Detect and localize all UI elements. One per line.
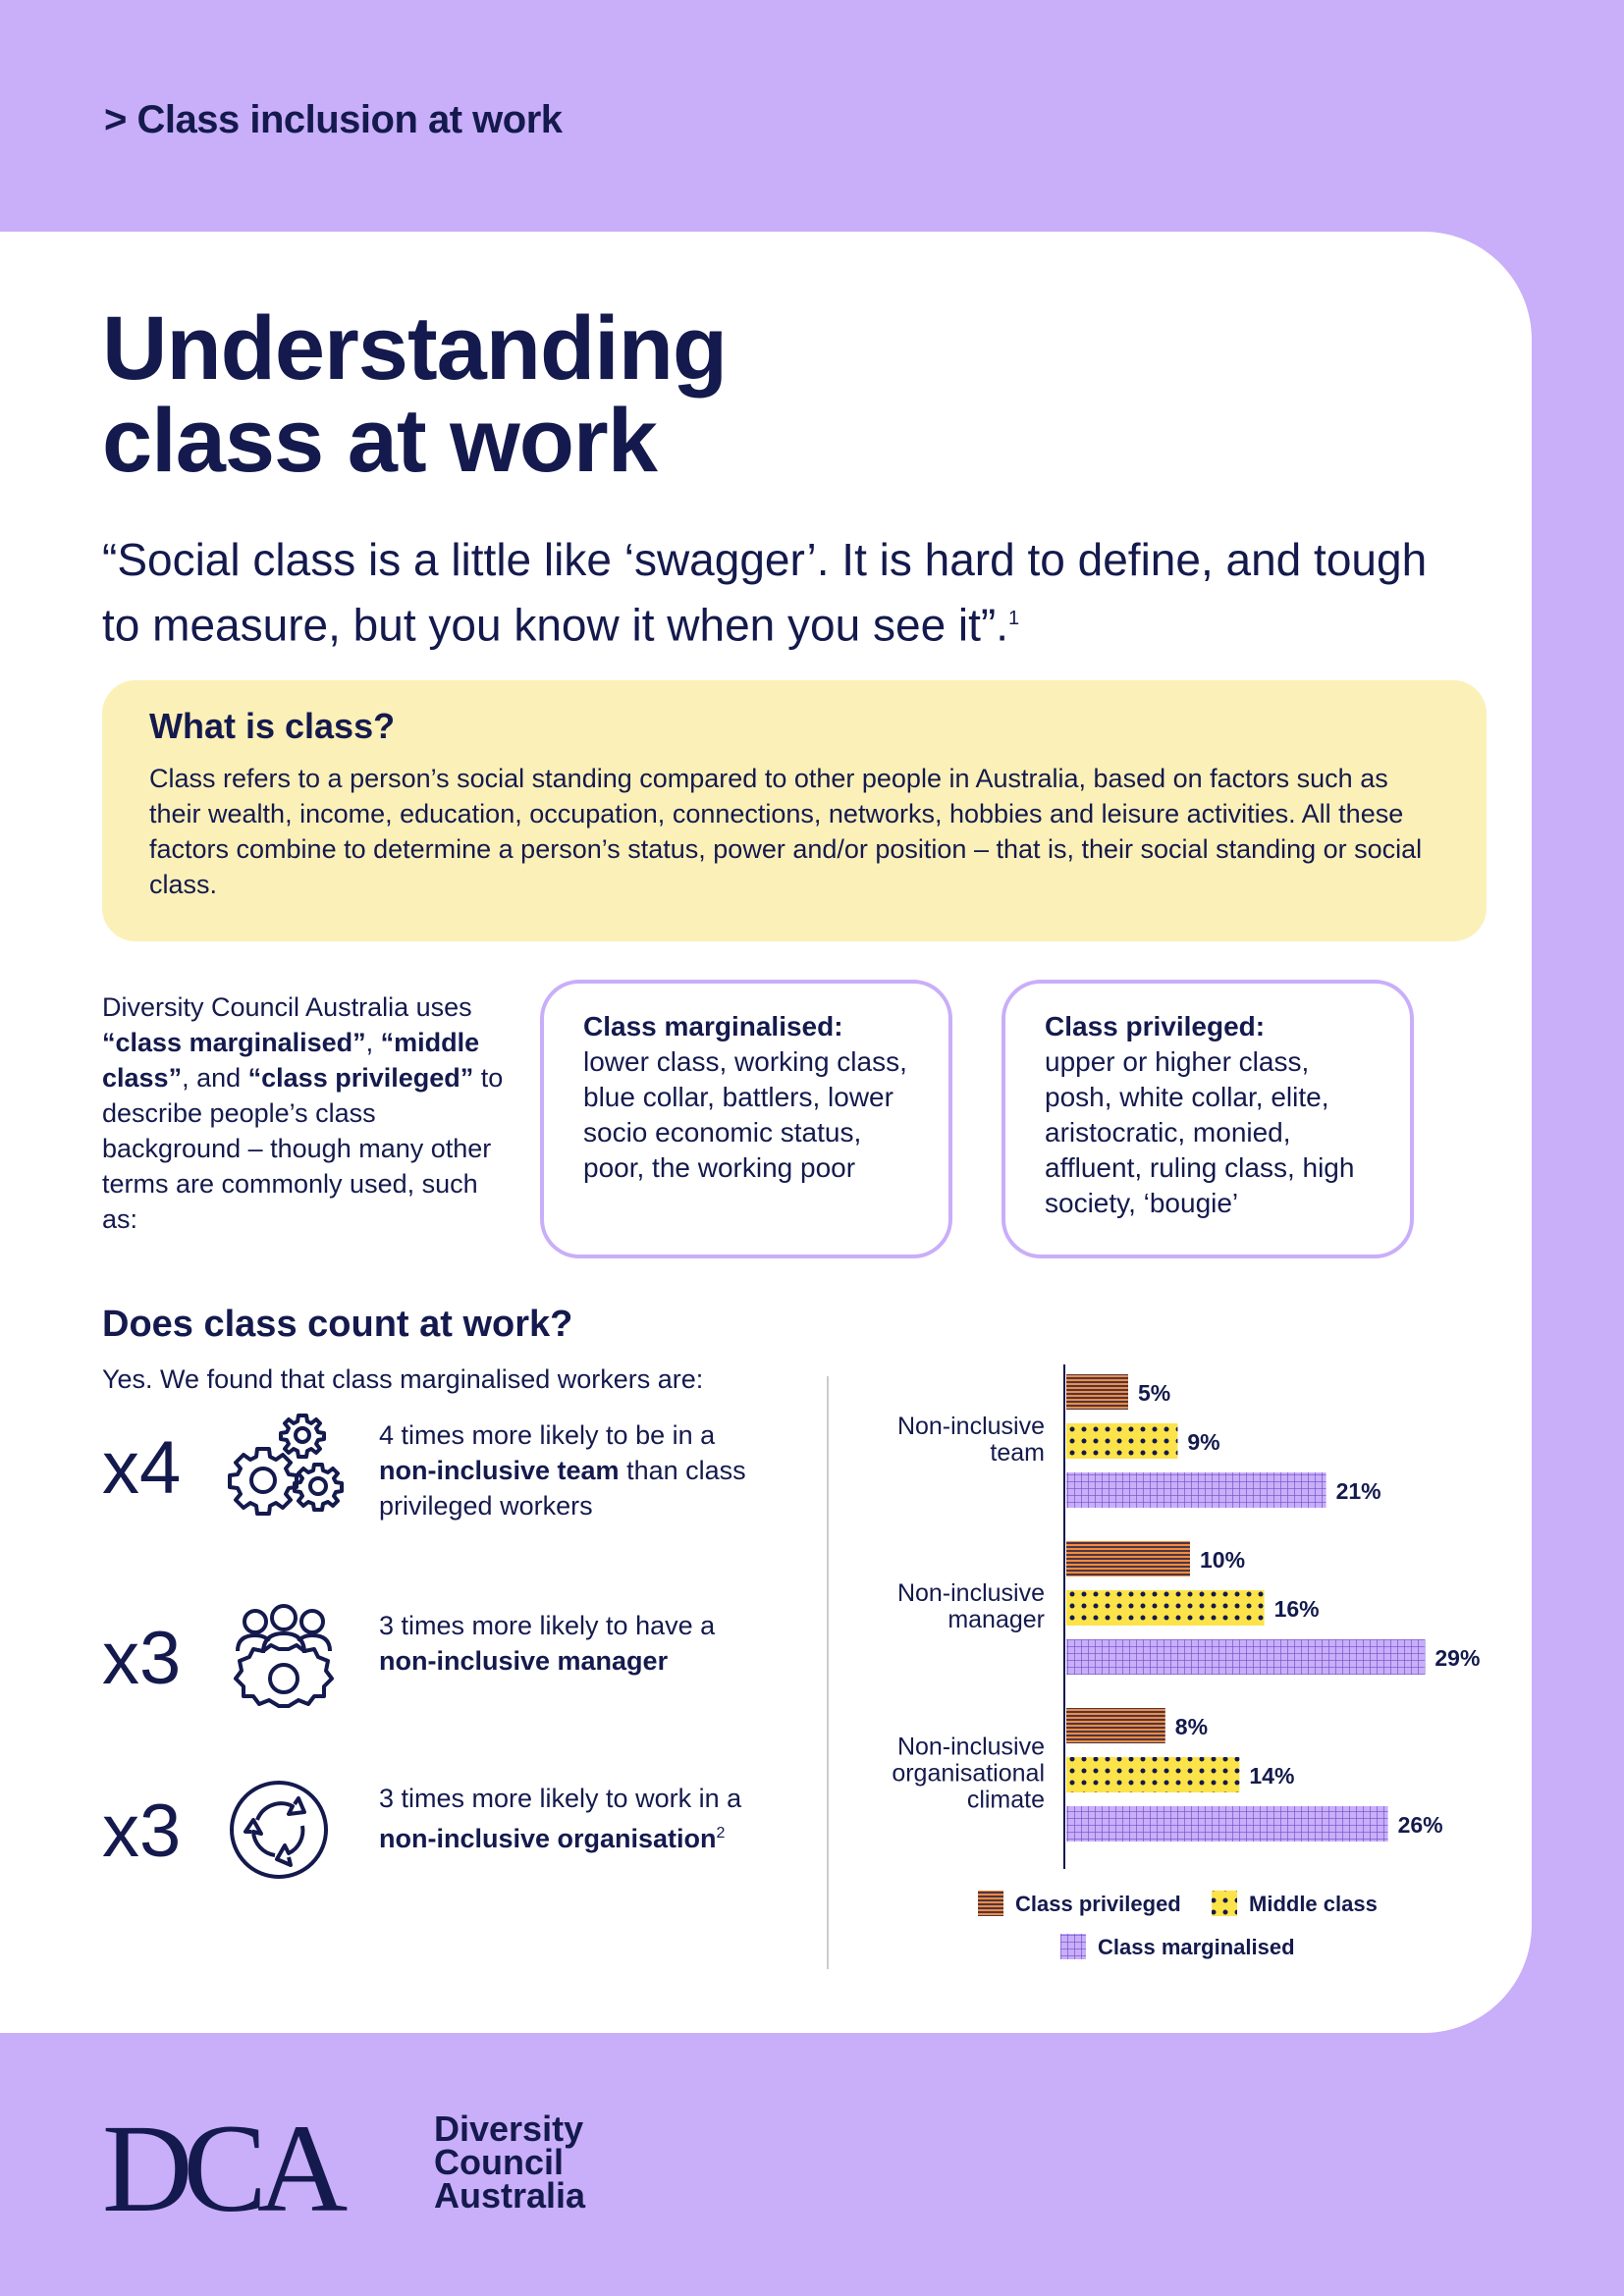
class-marginalised-box: Class marginalised: lower class, working… xyxy=(540,980,952,1258)
data-label: 29% xyxy=(1435,1645,1480,1671)
what-is-class-body: Class refers to a person’s social standi… xyxy=(149,764,1423,899)
class-privileged-box: Class privileged: upper or higher class,… xyxy=(1001,980,1414,1258)
content-card xyxy=(0,232,1532,2033)
legend-label: Class marginalised xyxy=(1098,1935,1295,1959)
stat-text-post: than class privileged workers xyxy=(379,1456,746,1521)
findings-intro: Yes. We found that class marginalised wo… xyxy=(102,1364,704,1394)
stat-text-pre: 4 times more likely to be in a xyxy=(379,1420,716,1450)
stat-multiplier: x4 xyxy=(102,1426,182,1510)
data-label: 21% xyxy=(1336,1478,1381,1504)
stat-multiplier: x3 xyxy=(102,1617,182,1700)
category-label-line: climate xyxy=(967,1787,1045,1814)
stat-text-bold: non-inclusive manager xyxy=(379,1646,669,1676)
dca-logo: DCA xyxy=(102,2112,357,2220)
data-label: 14% xyxy=(1249,1763,1294,1789)
class-inclusion-chart: Non-inclusive team 5% 9% 21% Non-inclusive man… xyxy=(854,1364,1522,1998)
class-marginalised-terms: lower class, working class, blue collar,… xyxy=(583,1046,907,1183)
data-label: 9% xyxy=(1187,1429,1219,1455)
data-label: 5% xyxy=(1138,1380,1170,1406)
what-is-class-heading: What is class? xyxy=(149,706,396,746)
category-label: Non-inclusive organisational climate xyxy=(892,1734,1045,1814)
stat-multiplier: x3 xyxy=(102,1789,182,1873)
quote-footnote: 1 xyxy=(1008,608,1020,629)
stat-description: 4 times more likely to be in a non-inclu… xyxy=(379,1417,772,1523)
legend-label: Class privileged xyxy=(1015,1892,1181,1916)
class-count-heading: Does class count at work? xyxy=(102,1304,573,1345)
org-name-line3: Australia xyxy=(434,2175,586,2216)
intro-text-3: , and xyxy=(182,1063,248,1093)
class-marginalised-heading: Class marginalised: xyxy=(583,1011,843,1041)
category-label-line: organisational xyxy=(892,1760,1045,1788)
org-name-line1: Diversity xyxy=(434,2109,584,2149)
org-name-line2: Council xyxy=(434,2142,564,2182)
bar-class-marginalised xyxy=(1066,1639,1426,1675)
data-label: 16% xyxy=(1274,1596,1320,1622)
stat-description: 3 times more likely to have a non-inclus… xyxy=(379,1608,772,1679)
bar-class-privileged xyxy=(1066,1541,1190,1576)
intro-term-privileged: “class privileged” xyxy=(247,1063,474,1093)
category-label-line: team xyxy=(990,1439,1045,1467)
stat-row-team: x4 4 times more likely to be in a non-in… xyxy=(102,1410,789,1527)
org-name: Diversity Council Australia xyxy=(434,2109,586,2216)
gears-icon xyxy=(220,1410,348,1527)
bar-middle-class xyxy=(1066,1590,1265,1626)
bar-middle-class xyxy=(1066,1423,1178,1459)
category-label-line: Non-inclusive xyxy=(897,1734,1045,1761)
stat-text-pre: 3 times more likely to have a xyxy=(379,1611,716,1640)
terms-intro-text: Diversity Council Australia uses “class … xyxy=(102,989,514,1237)
legend-swatch xyxy=(1212,1891,1237,1916)
bar-class-privileged xyxy=(1066,1708,1165,1743)
category-label-line: Non-inclusive xyxy=(897,1579,1045,1607)
stat-text-pre: 3 times more likely to work in a xyxy=(379,1784,742,1813)
what-is-class-box: What is class? Class refers to a person’… xyxy=(102,680,1487,941)
page-title-line2: class at work xyxy=(102,391,658,491)
people-gear-icon xyxy=(220,1600,348,1718)
stat-row-manager: x3 3 times more likely to have a non-inc… xyxy=(102,1600,789,1718)
intro-text-1: Diversity Council Australia uses xyxy=(102,992,472,1022)
stat-row-organisation: x3 3 times more likely to work in a non-… xyxy=(102,1773,789,1891)
legend-swatch xyxy=(1060,1934,1086,1959)
category-label: Non-inclusive manager xyxy=(897,1579,1045,1633)
intro-term-middle: “middle class” xyxy=(102,1028,480,1093)
column-divider xyxy=(827,1376,829,1969)
section-breadcrumb-link[interactable]: > Class inclusion at work xyxy=(104,98,563,141)
intro-quote: “Social class is a little like ‘swagger’… xyxy=(102,530,1477,654)
bar-middle-class xyxy=(1066,1757,1240,1792)
category-label: Non-inclusive team xyxy=(897,1413,1045,1467)
legend-label: Middle class xyxy=(1249,1892,1378,1916)
stat-text-bold: non-inclusive organisation xyxy=(379,1824,717,1853)
data-label: 8% xyxy=(1175,1714,1208,1739)
page-title: Understanding class at work xyxy=(102,298,728,491)
data-label: 10% xyxy=(1200,1547,1245,1573)
stat-description: 3 times more likely to work in a non-inc… xyxy=(379,1781,772,1856)
bar-class-marginalised xyxy=(1066,1472,1326,1508)
class-privileged-heading: Class privileged: xyxy=(1045,1011,1266,1041)
category-label-line: Non-inclusive xyxy=(897,1413,1045,1440)
bar-class-marginalised xyxy=(1066,1806,1388,1842)
bar-class-privileged xyxy=(1066,1374,1128,1410)
class-privileged-terms: upper or higher class, posh, white colla… xyxy=(1045,1046,1355,1218)
intro-term-marginalised: “class marginalised” xyxy=(102,1028,366,1057)
legend-swatch xyxy=(978,1891,1003,1916)
intro-text-2: , xyxy=(365,1028,381,1057)
stat-footnote: 2 xyxy=(716,1825,726,1842)
circular-arrows-icon xyxy=(220,1773,348,1891)
data-label: 26% xyxy=(1398,1812,1443,1838)
quote-text: “Social class is a little like ‘swagger’… xyxy=(102,534,1428,651)
stat-text-bold: non-inclusive team xyxy=(379,1456,620,1485)
dca-logo-letters: DCA xyxy=(102,2112,348,2220)
page-title-line1: Understanding xyxy=(102,298,728,399)
category-label-line: manager xyxy=(947,1606,1045,1633)
intro-text-4: to describe people’s class background – … xyxy=(102,1063,504,1234)
